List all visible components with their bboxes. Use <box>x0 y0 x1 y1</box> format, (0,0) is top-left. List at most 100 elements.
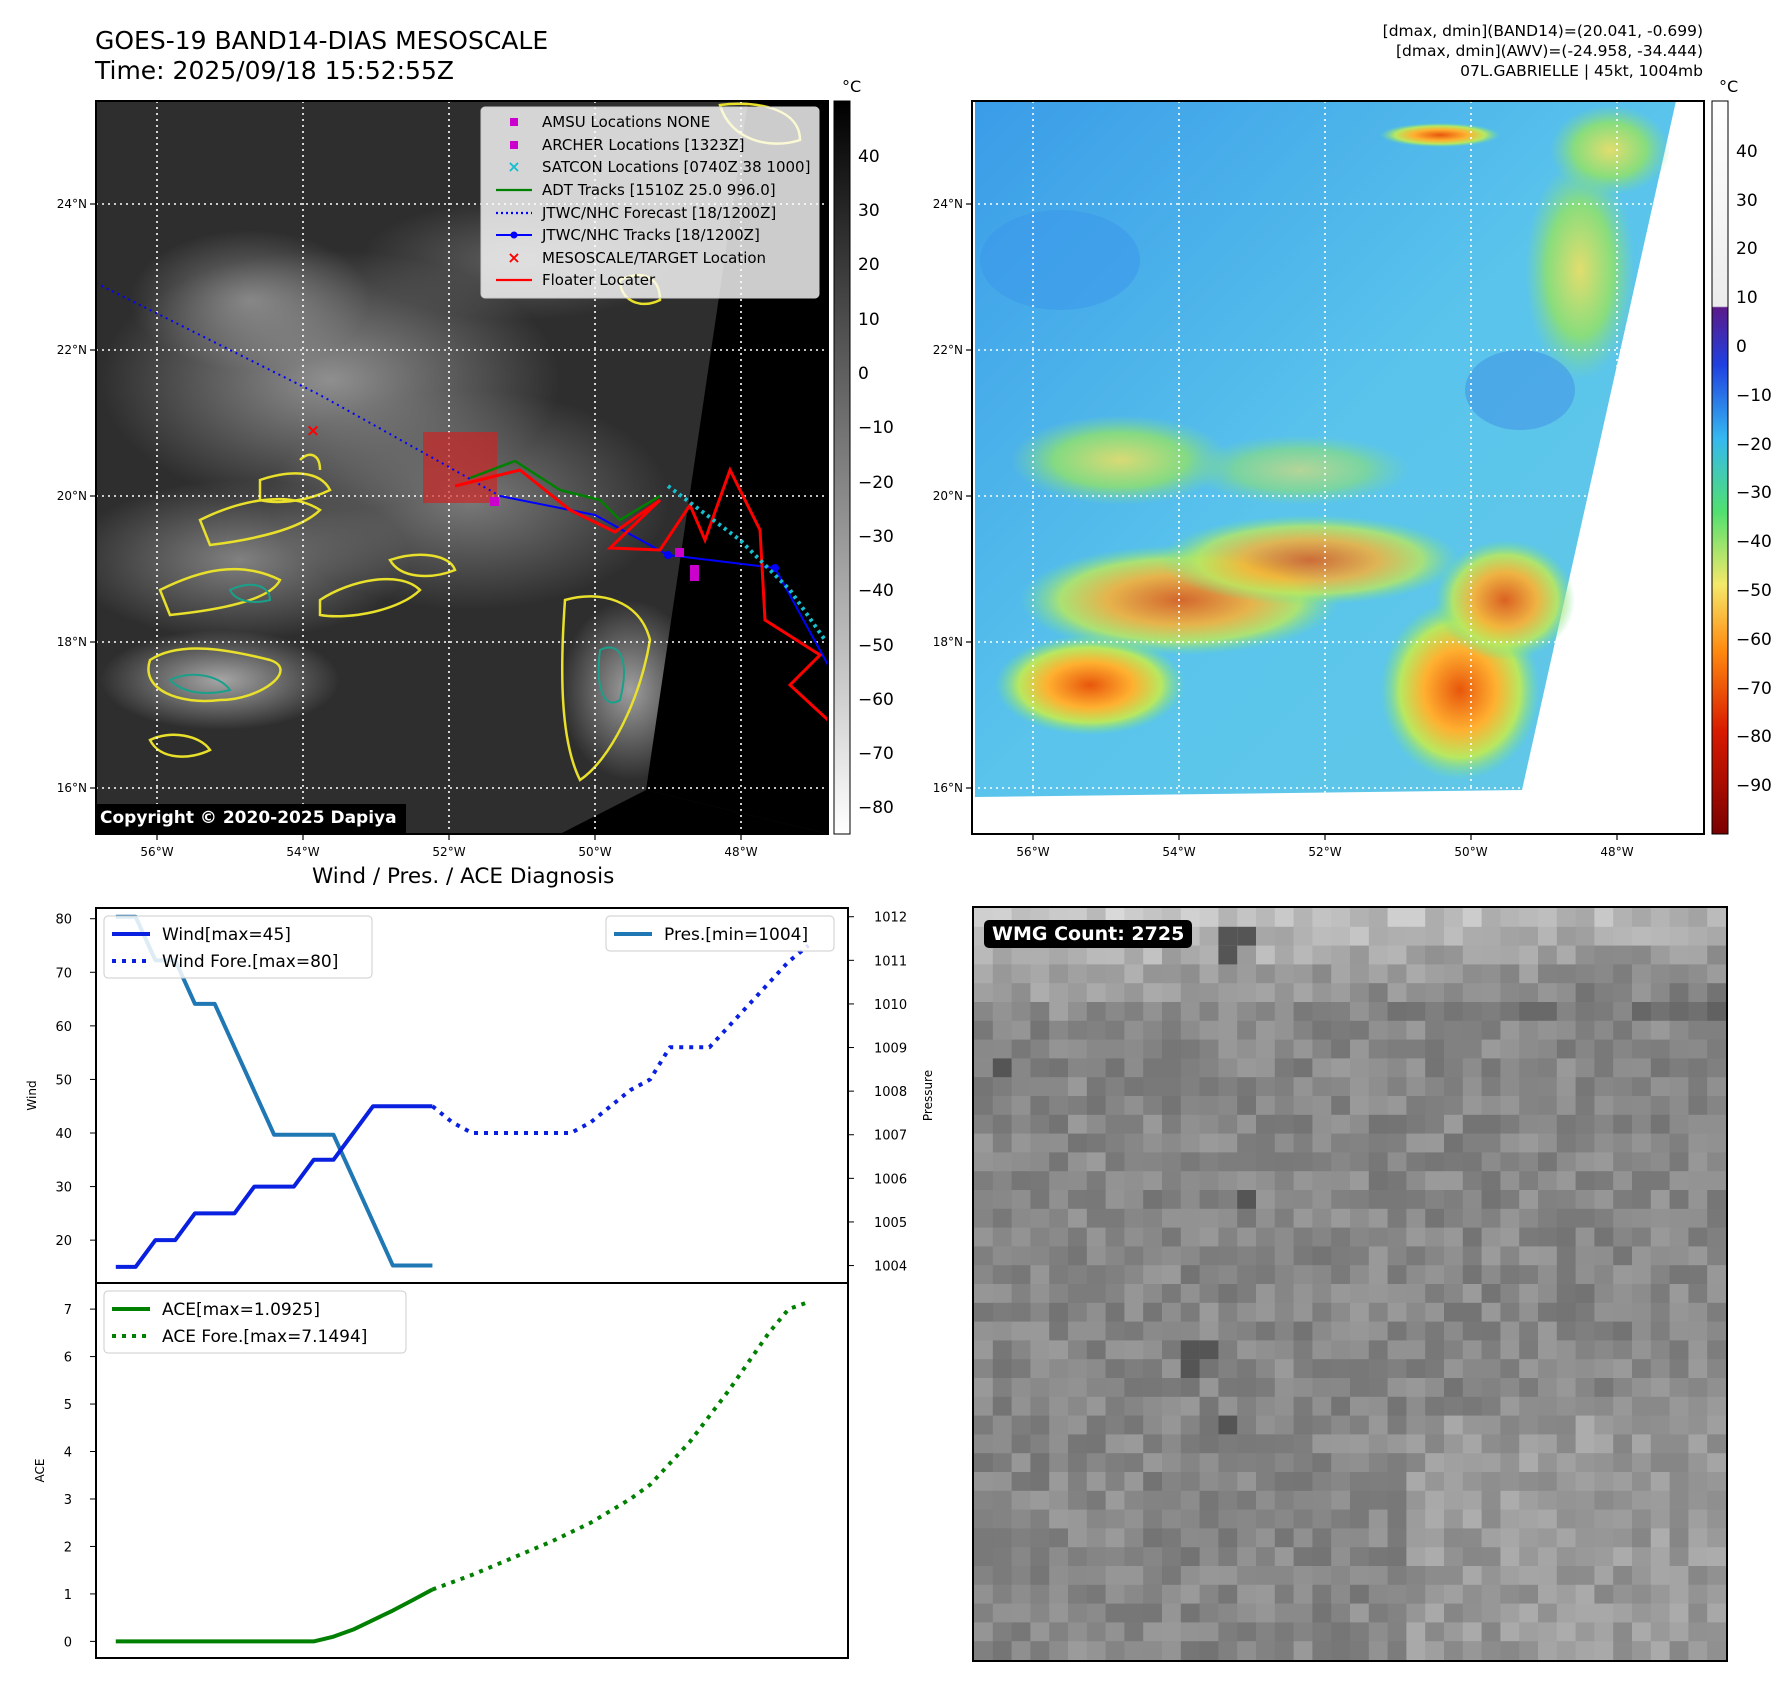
wind-axis-label: Wind <box>25 1080 39 1110</box>
ir-colorbar-tick: 0 <box>858 364 869 384</box>
legend-swatch: × <box>507 160 520 174</box>
legend-entry: AMSU Locations NONE <box>494 111 814 134</box>
lon-label: 54°W <box>1162 844 1196 859</box>
archer-marker <box>690 565 699 581</box>
lat-label: 20°N <box>56 488 87 503</box>
ir-colorbar <box>833 100 851 835</box>
awv-colorbar-tick: 20 <box>1736 239 1758 260</box>
legend-swatch <box>510 140 518 149</box>
nhc-track-point <box>771 564 779 572</box>
diagnosis-chart: 2030405060708010041005100610071008100910… <box>25 907 935 1659</box>
svg-text:×: × <box>507 160 520 174</box>
lat-label: 24°N <box>932 196 963 211</box>
wmg-count-label: WMG Count: 2725 <box>984 920 1193 948</box>
wmg-panel <box>972 906 1728 1662</box>
legend-entry-label: Floater Locater <box>542 271 656 290</box>
legend-label: ACE[max=1.0925] <box>162 1300 320 1320</box>
ace-tick-label: 7 <box>64 1303 72 1318</box>
legend-entry-label: AMSU Locations NONE <box>542 113 711 132</box>
ace-tick-label: 5 <box>64 1398 72 1413</box>
ir-colorbar-tick: −40 <box>858 581 894 602</box>
ir-colorbar-tick: −50 <box>858 635 894 656</box>
legend-entry: ARCHER Locations [1323Z] <box>494 134 814 157</box>
legend-label: Pres.[min=1004] <box>664 925 808 945</box>
ir-colorbar-tick: 30 <box>858 201 880 222</box>
wind-tick-label: 70 <box>55 966 72 981</box>
awv-colorbar-tick: −80 <box>1736 727 1772 748</box>
legend-entry-label: ADT Tracks [1510Z 25.0 996.0] <box>542 181 776 200</box>
wind-tick-label: 40 <box>55 1127 72 1142</box>
mesoscale-box <box>423 432 497 503</box>
lat-label: 16°N <box>56 780 87 795</box>
wind-line <box>115 1104 433 1269</box>
awv-colorbar-tick: −70 <box>1736 678 1772 699</box>
legend-swatch: × <box>507 251 520 265</box>
awv-colorbar-tick: 40 <box>1736 141 1758 162</box>
ir-colorbar-tick: −30 <box>858 526 894 547</box>
ace-legend: ACE[max=1.0925] ACE Fore.[max=7.1494] <box>103 1290 407 1354</box>
nhc-track-point <box>664 551 672 559</box>
map-legend <box>480 106 820 299</box>
info-line3: 07L.GABRIELLE | 45kt, 1004mb <box>1460 62 1703 80</box>
ir-colorbar-tick: 10 <box>858 309 880 330</box>
legend-swatch <box>496 188 532 192</box>
legend-label: Wind Fore.[max=80] <box>162 952 338 972</box>
pressure-tick-label: 1007 <box>874 1129 907 1144</box>
ace-tick-label: 4 <box>64 1446 72 1461</box>
awv-colorbar <box>1711 100 1729 835</box>
map-title-line1: GOES-19 BAND14-DIAS MESOSCALE <box>95 26 549 55</box>
awv-colorbar-tick: 0 <box>1736 337 1747 357</box>
map-title-line2: Time: 2025/09/18 15:52:55Z <box>95 56 454 85</box>
archer-marker <box>675 548 684 557</box>
lon-label: 56°W <box>1016 844 1050 859</box>
wind-tick-label: 20 <box>55 1234 72 1249</box>
legend-swatch <box>496 211 532 214</box>
wind-tick-label: 30 <box>55 1181 72 1196</box>
legend-entry: × SATCON Locations [0740Z 38 1000] <box>494 156 814 179</box>
awv-colorbar-tick: −30 <box>1736 483 1772 504</box>
ir-colorbar-unit: °C <box>842 77 862 96</box>
legend-swatch <box>510 118 518 127</box>
legend-swatch <box>496 231 532 239</box>
legend-entry-label: SATCON Locations [0740Z 38 1000] <box>542 158 811 177</box>
info-line1: [dmax, dmin](BAND14)=(20.041, -0.699) <box>1382 22 1703 40</box>
copyright-text: Copyright © 2020-2025 Dapiya <box>100 808 397 828</box>
wmg-frame <box>972 906 1728 1662</box>
lat-label: 20°N <box>932 488 963 503</box>
pressure-tick-label: 1010 <box>874 998 907 1013</box>
awv-colorbar-tick: −40 <box>1736 532 1772 553</box>
legend-entry: × MESOSCALE/TARGET Location <box>494 247 814 270</box>
wind-tick-label: 60 <box>55 1020 72 1035</box>
ace-tick-label: 3 <box>64 1493 72 1508</box>
pressure-tick-label: 1005 <box>874 1216 907 1231</box>
ace-tick-label: 0 <box>64 1635 72 1650</box>
lat-label: 18°N <box>932 634 963 649</box>
ir-colorbar-tick: −20 <box>858 472 894 493</box>
lon-label: 54°W <box>286 844 320 859</box>
wind-tick-label: 50 <box>55 1073 72 1088</box>
floater-locater <box>454 466 828 722</box>
map-legend-list: AMSU Locations NONE ARCHER Locations [132… <box>494 111 814 292</box>
ace-tick-label: 6 <box>64 1351 72 1366</box>
lon-label: 52°W <box>432 844 466 859</box>
lon-label: 48°W <box>1600 844 1634 859</box>
wind-legend: Wind[max=45] Wind Fore.[max=80] <box>103 915 373 979</box>
pressure-legend: Pres.[min=1004] <box>605 915 835 952</box>
legend-entry: JTWC/NHC Forecast [18/1200Z] <box>494 201 814 224</box>
legend-entry-label: JTWC/NHC Forecast [18/1200Z] <box>542 203 777 222</box>
lat-label: 16°N <box>932 780 963 795</box>
ir-colorbar-tick: 40 <box>858 146 880 167</box>
legend-entry-label: JTWC/NHC Tracks [18/1200Z] <box>542 226 760 245</box>
legend-entry: ADT Tracks [1510Z 25.0 996.0] <box>494 179 814 202</box>
ace-axis-label: ACE <box>33 1459 47 1483</box>
ace-tick-label: 2 <box>64 1540 72 1555</box>
lon-label: 56°W <box>140 844 174 859</box>
pressure-tick-label: 1006 <box>874 1172 907 1187</box>
pressure-tick-label: 1004 <box>874 1260 907 1275</box>
wind-forecast-line <box>431 943 810 1135</box>
legend-entry-label: MESOSCALE/TARGET Location <box>542 248 767 267</box>
awv-colorbar-unit: °C <box>1719 77 1739 96</box>
ir-map-frame <box>95 100 829 835</box>
pressure-tick-label: 1008 <box>874 1085 907 1100</box>
target-location-marker: × <box>306 421 320 441</box>
